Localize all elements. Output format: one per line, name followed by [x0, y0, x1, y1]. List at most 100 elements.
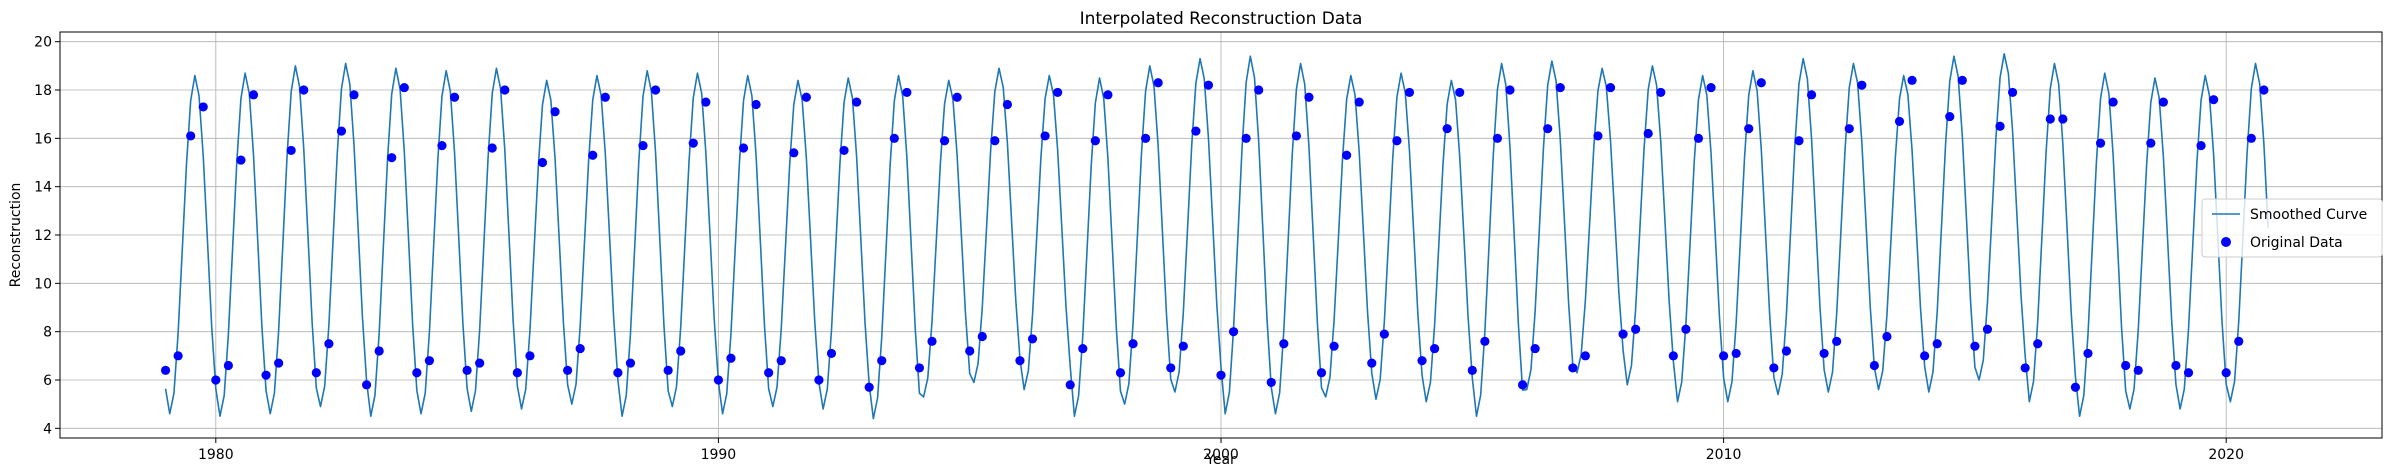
y-axis-label: Reconstruction: [8, 183, 24, 288]
x-axis-label: Year: [1205, 452, 1236, 468]
original-data-point: [2020, 363, 2030, 373]
original-data-point: [1053, 87, 1063, 98]
original-data-point: [2259, 85, 2269, 95]
original-data-point: [1379, 329, 1389, 339]
original-data-point: [299, 85, 309, 95]
original-data-point: [1090, 136, 1100, 146]
original-data-point: [1191, 126, 1201, 136]
y-tick-label: 16: [34, 131, 52, 147]
original-data-point: [663, 365, 673, 375]
original-data-point: [1882, 331, 1892, 342]
original-data-point: [1304, 92, 1314, 102]
y-tick-label: 18: [34, 83, 52, 99]
original-data-point: [211, 375, 221, 385]
original-data-point: [726, 353, 736, 363]
original-data-point: [676, 346, 686, 356]
original-data-point: [1568, 363, 1578, 373]
original-data-point: [1505, 85, 1515, 95]
original-data-point: [902, 87, 912, 98]
original-data-point: [412, 368, 422, 378]
original-data-point: [550, 107, 560, 117]
original-data-point: [1103, 90, 1113, 100]
chart-title: Interpolated Reconstruction Data: [1080, 9, 1363, 29]
original-data-point: [1857, 80, 1867, 90]
original-data-point: [1932, 339, 1942, 349]
original-data-point: [1027, 334, 1038, 344]
original-data-point: [701, 97, 711, 107]
original-data-point: [2070, 382, 2081, 392]
x-tick-label: 1990: [701, 447, 737, 463]
original-data-point: [274, 358, 284, 368]
y-tick-label: 12: [34, 228, 52, 244]
y-tick-label: 20: [34, 35, 52, 51]
original-data-point: [2246, 133, 2256, 143]
original-data-point: [1844, 124, 1854, 134]
original-data-point: [1668, 351, 1678, 361]
original-data-point: [939, 136, 950, 146]
original-data-point: [839, 145, 849, 156]
original-data-point: [2171, 360, 2181, 371]
original-data-point: [1631, 324, 1641, 334]
original-data-point: [2007, 87, 2018, 98]
x-tick-label: 2000: [1203, 447, 1239, 463]
original-data-point: [1065, 380, 1075, 390]
original-data-point: [1744, 124, 1754, 134]
axis-ticks: 1980 1990 2000 2010 2020 4 6 8 10 12 14 16 18 20: [34, 35, 2244, 463]
smoothed-curve-line: [164, 53, 2269, 420]
original-data-point: [600, 92, 610, 102]
original-data-point: [387, 153, 397, 163]
original-data-point: [1216, 370, 1226, 380]
x-tick-label: 1980: [198, 447, 234, 463]
original-data-point: [1605, 82, 1616, 93]
original-data-point: [437, 140, 447, 151]
original-data-point: [223, 360, 233, 371]
original-data-point: [1354, 97, 1364, 107]
legend-box: [2201, 198, 2383, 258]
original-data-point: [1555, 82, 1565, 93]
original-data-point: [1078, 343, 1088, 354]
original-data-point: [1794, 136, 1804, 146]
original-data-point: [1153, 78, 1163, 88]
original-data-point: [1228, 327, 1239, 337]
original-data-point: [1543, 124, 1553, 134]
original-data-point: [914, 363, 925, 373]
y-tick-label: 8: [43, 325, 52, 341]
original-data-point: [173, 351, 183, 361]
original-data-point: [2209, 95, 2219, 105]
original-data-point: [889, 133, 899, 143]
original-data-point: [336, 126, 347, 136]
original-data-point: [1907, 75, 1917, 85]
original-data-point: [537, 157, 548, 168]
original-data-point: [877, 356, 887, 366]
original-data-point: [1643, 128, 1653, 139]
original-data-point: [1517, 380, 1528, 390]
legend: Smoothed Curve Original Data: [2201, 198, 2383, 258]
original-data-point: [2045, 114, 2055, 124]
original-data-point: [1266, 377, 1276, 388]
original-data-point: [236, 155, 246, 165]
original-data-point: [1480, 336, 1490, 346]
original-data-point: [2033, 339, 2043, 349]
original-data-point: [1342, 150, 1352, 160]
original-data-point: [1656, 87, 1666, 98]
original-data-point: [311, 368, 321, 378]
legend-point-swatch: [2221, 237, 2231, 247]
original-data-point: [1781, 346, 1792, 356]
original-data-point: [324, 339, 334, 349]
original-data-point: [1530, 343, 1540, 354]
original-data-point: [588, 150, 598, 160]
original-data-point: [186, 131, 196, 141]
original-data-point: [462, 365, 472, 375]
original-data-point: [1819, 348, 1829, 359]
original-data-point: [1920, 351, 1930, 361]
original-data-point: [1203, 80, 1214, 90]
original-data-point: [613, 368, 623, 378]
original-data-point: [2196, 140, 2206, 151]
original-data-point: [826, 348, 837, 359]
y-tick-label: 14: [34, 180, 52, 196]
original-data-point: [1706, 82, 1716, 93]
original-data-point: [2121, 360, 2131, 371]
original-data-point: [424, 356, 435, 366]
original-data-point: [2183, 368, 2194, 378]
original-data-point: [2133, 365, 2143, 375]
